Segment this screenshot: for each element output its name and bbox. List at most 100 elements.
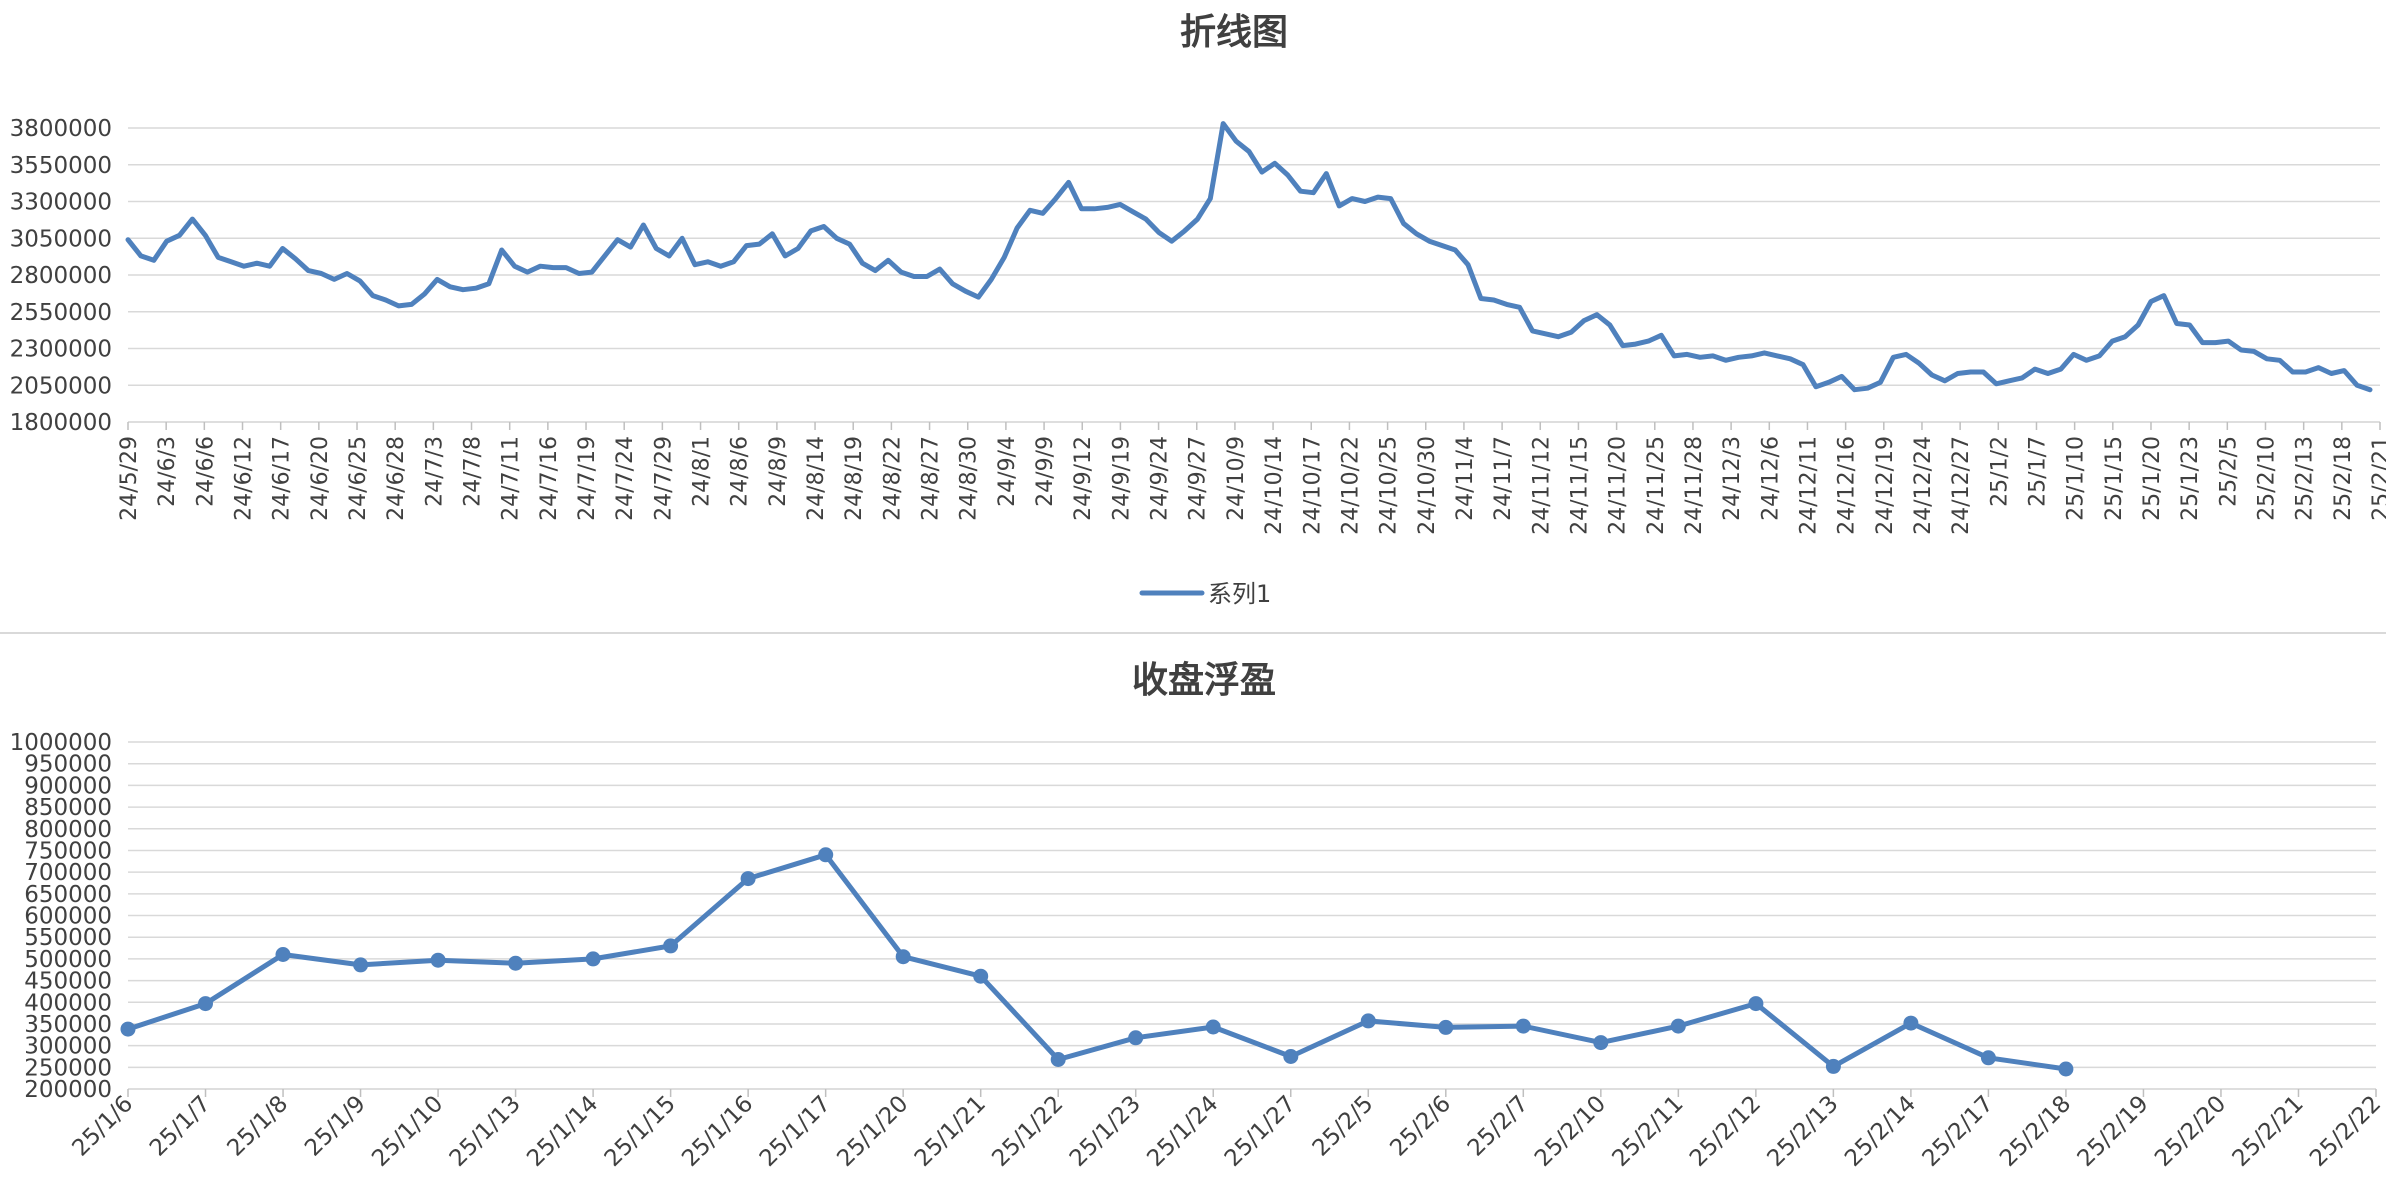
y-tick-label: 550000	[24, 925, 112, 951]
x-tick-label: 25/1/16	[677, 1091, 758, 1172]
data-point	[275, 947, 291, 962]
y-tick-label: 200000	[24, 1077, 112, 1103]
x-tick-label: 24/7/8	[461, 436, 486, 507]
line-chart-top: 折线图 1800000 2050000 2300000 2550000 2800000 30…	[10, 12, 2386, 608]
x-tick-label: 25/1/17	[755, 1091, 836, 1172]
x-tick-label: 24/11/25	[1644, 436, 1669, 535]
x-tick-label: 25/1/10	[367, 1091, 448, 1172]
series-line-系列1	[125, 121, 2373, 393]
y-tick-label: 500000	[24, 947, 112, 973]
x-tick-label: 24/11/12	[1529, 436, 1554, 535]
x-tick-label: 25/2/20	[2150, 1091, 2231, 1172]
data-point	[508, 955, 524, 971]
x-tick-label: 24/9/19	[1109, 436, 1134, 521]
x-tick-label: 25/1/27	[1220, 1091, 1301, 1172]
x-tick-label: 25/1/21	[910, 1091, 991, 1172]
x-tick-label: 25/2/19	[2073, 1091, 2154, 1172]
y-tick-label: 2300000	[10, 337, 112, 363]
y-tick-label: 2800000	[10, 263, 112, 289]
x-tick-label: 24/6/20	[308, 436, 333, 521]
x-tick-label: 24/12/3	[1720, 436, 1745, 521]
x-tick-label: 24/8/22	[880, 436, 905, 521]
x-tick-label: 25/2/21	[2228, 1091, 2309, 1172]
x-tick-label: 25/2/5	[2216, 436, 2241, 507]
data-point	[353, 957, 369, 973]
data-point	[1670, 1018, 1686, 1034]
data-point	[1825, 1058, 1841, 1074]
y-tick-label: 3550000	[10, 153, 112, 179]
x-tick-label: 25/2/10	[2254, 436, 2279, 521]
x-tick-label: 24/10/30	[1415, 436, 1440, 535]
data-point	[1128, 1030, 1144, 1046]
x-tick-label: 24/9/12	[1071, 436, 1096, 521]
x-tick-label: 24/12/27	[1949, 436, 1974, 535]
x-tick-label: 24/8/6	[728, 436, 753, 507]
x-tick-label: 25/1/15	[2102, 436, 2127, 521]
data-point	[2058, 1061, 2074, 1077]
y-tick-label: 300000	[24, 1034, 112, 1060]
x-tick-label: 25/1/10	[2064, 436, 2089, 521]
x-tick-label: 24/9/9	[1033, 436, 1058, 507]
x-tick-label: 25/1/15	[600, 1091, 681, 1172]
x-tick-label: 24/10/9	[1224, 436, 1249, 521]
y-tick-label: 1800000	[10, 410, 112, 436]
x-tick-label: 24/7/16	[537, 436, 562, 521]
x-tick-label: 25/1/14	[522, 1091, 603, 1172]
x-tick-label: 24/9/4	[995, 436, 1020, 507]
x-tick-label: 24/11/28	[1682, 436, 1707, 535]
x-tick-label: 25/1/9	[300, 1091, 371, 1162]
x-tick-label: 25/1/13	[445, 1091, 526, 1172]
data-point	[1360, 1013, 1376, 1029]
x-tick-label: 24/8/27	[919, 436, 944, 521]
y-tick-label: 700000	[24, 860, 112, 886]
x-tick-label: 25/2/6	[1385, 1091, 1456, 1162]
y-tick-label: 450000	[24, 969, 112, 995]
x-tick-label: 25/2/21	[2369, 436, 2386, 521]
x-tick-label: 24/6/28	[384, 436, 409, 521]
data-point	[1515, 1018, 1531, 1034]
x-tick-label: 25/2/11	[1608, 1091, 1689, 1172]
chart-title: 收盘浮盈	[1132, 659, 1276, 701]
x-tick-label: 24/11/15	[1567, 436, 1592, 535]
x-tick-label: 24/6/25	[346, 436, 371, 521]
x-tick-label: 24/8/1	[690, 436, 715, 507]
x-tick-label: 24/12/6	[1758, 436, 1783, 521]
data-point	[1438, 1019, 1454, 1035]
x-tick-label: 24/7/24	[613, 436, 638, 521]
y-tick-label: 950000	[24, 752, 112, 778]
data-point	[973, 968, 989, 984]
x-tick-label: 24/8/30	[957, 436, 982, 521]
x-tick-label: 24/8/14	[804, 436, 829, 521]
data-point	[818, 847, 834, 863]
x-tick-label: 25/1/23	[1065, 1091, 1146, 1172]
y-tick-label: 1000000	[10, 730, 112, 756]
x-tick-label: 24/7/19	[575, 436, 600, 521]
y-tick-label: 400000	[24, 990, 112, 1016]
x-tick-label: 25/1/20	[2140, 436, 2165, 521]
y-tick-label: 2550000	[10, 300, 112, 326]
panel-divider	[0, 632, 2386, 634]
y-tick-label: 900000	[24, 773, 112, 799]
x-tick-label: 25/2/13	[2293, 436, 2318, 521]
data-point	[1903, 1015, 1919, 1031]
data-point	[1980, 1050, 1996, 1066]
data-point	[1205, 1019, 1221, 1035]
x-tick-label: 25/1/7	[2025, 436, 2050, 507]
x-tick-label: 24/9/27	[1186, 436, 1211, 521]
data-point	[1050, 1052, 1066, 1067]
x-tick-label: 25/2/10	[1530, 1091, 1611, 1172]
y-tick-label: 2050000	[10, 373, 112, 399]
y-tick-label: 750000	[24, 838, 112, 864]
x-tick-label: 24/12/11	[1796, 436, 1821, 535]
x-tick-label: 24/12/19	[1873, 436, 1898, 535]
data-point	[895, 949, 911, 965]
x-tick-label: 24/8/9	[766, 436, 791, 507]
x-tick-label: 24/5/29	[117, 436, 142, 521]
x-tick-label: 25/1/24	[1142, 1091, 1223, 1172]
series-line	[127, 852, 2067, 1072]
y-tick-label: 3050000	[10, 226, 112, 252]
y-tick-label: 850000	[24, 795, 112, 821]
x-tick-label: 24/10/25	[1377, 436, 1402, 535]
y-tick-label: 800000	[24, 817, 112, 843]
